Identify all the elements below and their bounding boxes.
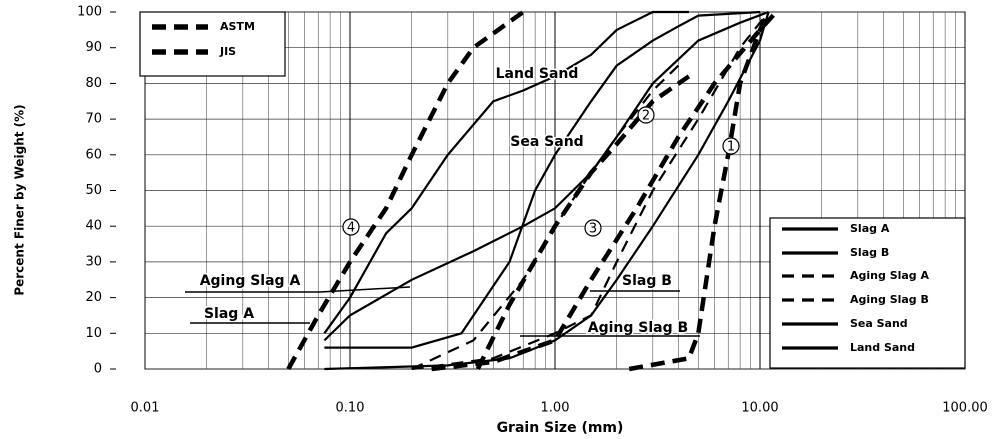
legend-label: Land Sand: [850, 341, 915, 354]
x-tick-label: 0.01: [131, 401, 160, 416]
y-tick-label: 80: [85, 76, 102, 91]
legend-label: Sea Sand: [850, 317, 908, 330]
y-tick-label: 50: [85, 183, 102, 198]
legend-label: Aging Slag B: [850, 293, 929, 306]
line-series: [324, 10, 761, 349]
line-series: [411, 64, 680, 370]
line-series: [411, 11, 770, 371]
y-tick-label: 90: [85, 40, 102, 55]
x-tick-label: 100.00: [942, 401, 988, 416]
line-series: [324, 11, 770, 371]
legend-label: Slag B: [850, 246, 889, 259]
annotation: Sea Sand: [510, 134, 583, 150]
line-series: [286, 10, 525, 371]
y-tick-label: 20: [85, 290, 102, 305]
annotation-circle: [584, 219, 602, 237]
annotation-line: [319, 286, 411, 293]
y-tick-label: 40: [85, 219, 102, 234]
line-series: [628, 11, 771, 372]
legend-label: Aging Slag A: [850, 269, 930, 282]
annotation: 3: [589, 222, 597, 237]
annotation: Land Sand: [496, 66, 579, 82]
annotation-circle: [722, 137, 740, 155]
annotation-circle: [637, 106, 655, 124]
annotation: Slag B: [622, 273, 672, 289]
y-tick-label: 10: [85, 326, 102, 341]
legend-box: [139, 11, 286, 77]
annotation: Slag A: [204, 306, 254, 322]
x-tick-label: 0.10: [336, 401, 365, 416]
x-tick-label: 1.00: [541, 401, 570, 416]
y-axis-title: Percent Finer by Weight (%): [13, 104, 27, 295]
annotation-circle: [342, 218, 360, 236]
x-tick-label: 10.00: [741, 401, 778, 416]
x-axis-title: Grain Size (mm): [497, 420, 624, 436]
y-tick-label: 100: [77, 5, 102, 20]
line-series: [323, 10, 769, 342]
y-tick-label: 30: [85, 254, 102, 269]
legend-label: ASTM: [220, 20, 255, 33]
y-tick-label: 0: [94, 362, 102, 377]
y-tick-label: 70: [85, 112, 102, 127]
legend-label: Slag A: [850, 222, 890, 235]
legend-label: JIS: [219, 45, 236, 58]
annotation: 4: [347, 221, 355, 236]
annotation: Aging Slag B: [588, 320, 688, 336]
annotation: Aging Slag A: [200, 273, 301, 289]
legend-box: [769, 217, 966, 369]
y-tick-label: 60: [85, 147, 102, 162]
line-series: [323, 10, 689, 334]
annotation: 1: [727, 140, 735, 155]
annotation: 2: [642, 109, 650, 124]
